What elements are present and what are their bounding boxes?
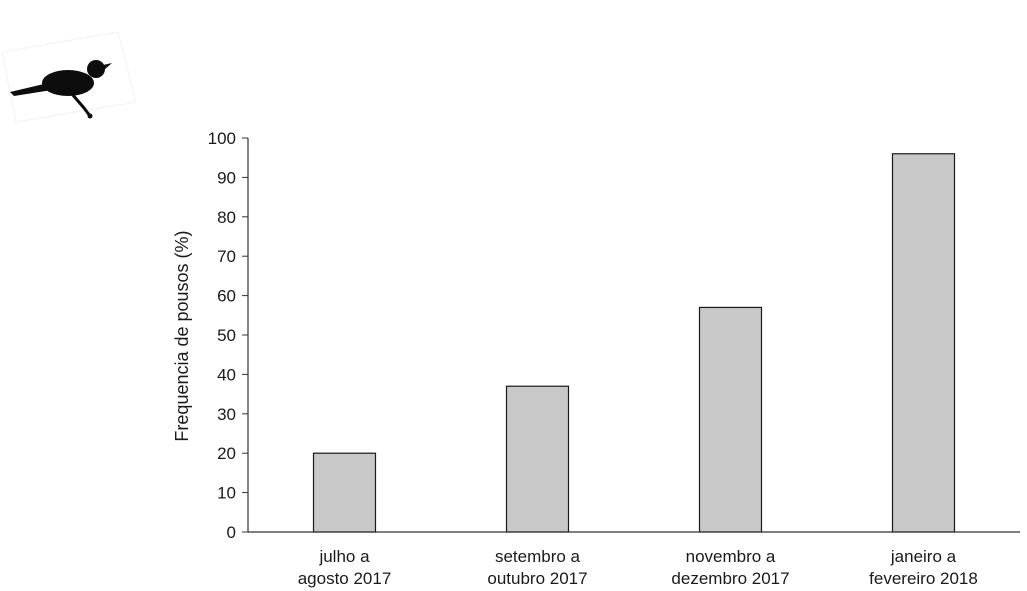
y-tick-label: 90 (217, 168, 236, 187)
bird-silhouette-icon (1, 31, 137, 123)
y-tick-label: 40 (217, 365, 236, 384)
y-tick-label: 60 (217, 287, 236, 306)
x-tick-label: novembro a (686, 547, 776, 566)
y-tick-label: 70 (217, 247, 236, 266)
bar (505, 385, 570, 533)
y-tick-label: 0 (227, 523, 236, 542)
bar (891, 153, 956, 533)
y-tick-label: 80 (217, 208, 236, 227)
x-tick-label: julho a (318, 547, 370, 566)
y-axis-ticks: 0 10 20 30 40 50 60 70 80 90 100 (208, 129, 248, 542)
bars (312, 153, 956, 533)
x-tick-label: agosto 2017 (298, 569, 392, 588)
x-tick-label: janeiro a (890, 547, 957, 566)
y-axis-title: Frequencia de pousos (%) (172, 230, 192, 441)
bar (312, 452, 377, 533)
x-axis-labels: julho a agosto 2017 setembro a outubro 2017… (298, 547, 978, 588)
x-tick-label: dezembro 2017 (671, 569, 789, 588)
y-tick-label: 30 (217, 405, 236, 424)
x-tick-label: setembro a (495, 547, 581, 566)
x-tick-label: outubro 2017 (487, 569, 587, 588)
x-tick-label: fevereiro 2018 (869, 569, 978, 588)
bar (698, 306, 763, 533)
y-tick-label: 10 (217, 484, 236, 503)
y-tick-label: 100 (208, 129, 236, 148)
y-tick-label: 20 (217, 444, 236, 463)
y-tick-label: 50 (217, 326, 236, 345)
